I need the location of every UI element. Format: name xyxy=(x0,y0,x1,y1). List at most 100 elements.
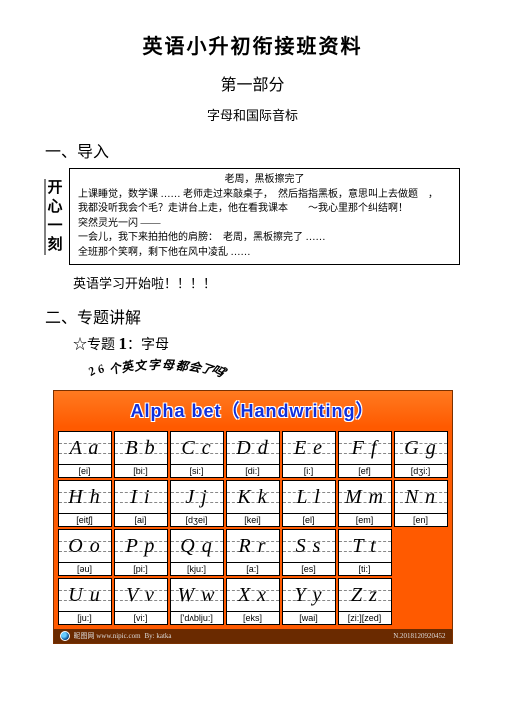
start-line: 英语学习开始啦！！！！ xyxy=(73,273,460,292)
alphabet-cell: D d[di:] xyxy=(226,431,280,478)
alphabet-cell: L l [el] xyxy=(282,480,336,527)
ipa-label: [kju:] xyxy=(170,563,224,576)
letter-glyph: O o xyxy=(68,535,100,558)
letter-glyph: G g xyxy=(404,437,436,460)
ipa-label: ['dʌblju:] xyxy=(170,612,224,625)
ipa-label: [si:] xyxy=(170,465,224,478)
ipa-label: [vi:] xyxy=(114,612,168,625)
letter-glyph: C c xyxy=(181,437,211,460)
letter-box: Y y xyxy=(282,578,336,612)
letter-glyph: Z z xyxy=(351,584,378,607)
topic-1-title: ☆专题 1：字母 xyxy=(73,334,460,354)
happy-moment-label: 开心一刻 xyxy=(45,168,63,265)
letter-box: M m xyxy=(338,480,392,514)
letter-box: C c xyxy=(170,431,224,465)
intro-row: 开心一刻 老周，黑板擦完了 上课睡觉，数学课 …… 老师走过来敲桌子， 然后指指… xyxy=(45,168,460,265)
footer-mid-text: By: katka xyxy=(145,632,172,640)
alphabet-cell: Q q [kju:] xyxy=(170,529,224,576)
topic-number: 1 xyxy=(119,334,128,353)
doc-title: 英语小升初衔接班资料 xyxy=(45,30,460,59)
letter-box: W w xyxy=(170,578,224,612)
letter-glyph: U u xyxy=(68,584,100,607)
alphabet-cell: E e[i:] xyxy=(282,431,336,478)
letter-glyph: H h xyxy=(68,486,100,509)
alphabet-cell: R r[a:] xyxy=(226,529,280,576)
ipa-label: [eks] xyxy=(226,612,280,625)
arc-char: 文 xyxy=(133,356,147,375)
letter-box: Q q xyxy=(170,529,224,563)
letter-box: E e xyxy=(282,431,336,465)
ipa-label: [dʒi:] xyxy=(394,465,448,478)
joke-line-0: 老周，黑板擦完了 xyxy=(78,173,451,188)
letter-box: Z z xyxy=(338,578,392,612)
alphabet-cell: P p[pi:] xyxy=(114,529,168,576)
letter-glyph: R r xyxy=(239,535,267,558)
footer-left-text: 昵图网 www.nipic.com xyxy=(74,631,141,641)
letter-box: B b xyxy=(114,431,168,465)
doc-subsub: 字母和国际音标 xyxy=(45,105,460,124)
arc-char: 字 xyxy=(148,356,161,374)
ipa-label: [el] xyxy=(282,514,336,527)
alphabet-cell: W w['dʌblju:] xyxy=(170,578,224,625)
joke-line-4: 一会儿，我下来拍拍他的肩膀： 老周，黑板擦完了 …… xyxy=(78,231,451,246)
letter-glyph: Q q xyxy=(180,535,212,558)
ipa-label: [dʒei] xyxy=(170,514,224,527)
ipa-label: [əu] xyxy=(58,563,112,576)
chart-header: Alpha bet（Handwriting） xyxy=(54,391,452,427)
ipa-label: [di:] xyxy=(226,465,280,478)
letter-glyph: L l xyxy=(296,486,320,509)
topic-prefix: ☆专题 xyxy=(73,338,115,353)
joke-box: 老周，黑板擦完了 上课睡觉，数学课 …… 老师走过来敲桌子， 然后指指黑板，意思… xyxy=(69,168,460,265)
ipa-label: [eitʃ] xyxy=(58,514,112,527)
letter-glyph: M m xyxy=(345,486,384,509)
letter-box: D d xyxy=(226,431,280,465)
ipa-label: [en] xyxy=(394,514,448,527)
alphabet-cell: H h [eitʃ] xyxy=(58,480,112,527)
ipa-label: [ei] xyxy=(58,465,112,478)
doc-subtitle: 第一部分 xyxy=(45,71,460,95)
letter-box: K k xyxy=(226,480,280,514)
letter-box: S s xyxy=(282,529,336,563)
letter-glyph: A a xyxy=(70,437,100,460)
letter-glyph: J j xyxy=(185,486,207,509)
chart-footer: 昵图网 www.nipic.com By: katka N.2018120920… xyxy=(54,629,452,643)
alphabet-cell: M m [em] xyxy=(338,480,392,527)
joke-line-2: 我都没听我会个毛？走讲台上走，他在看我课本 ～我心里那个纠结啊！ xyxy=(78,202,451,217)
alphabet-chart: Alpha bet（Handwriting） A a [ei]B b[bi:] C … xyxy=(53,390,453,644)
alphabet-cell: F f[ef] xyxy=(338,431,392,478)
alphabet-cell: I i [ai] xyxy=(114,480,168,527)
letter-box: T t xyxy=(338,529,392,563)
arc-question-text: 26个英文字母都会了吗? xyxy=(85,362,460,388)
nipic-logo-icon xyxy=(60,631,70,641)
letter-box: R r xyxy=(226,529,280,563)
letter-box: P p xyxy=(114,529,168,563)
alphabet-cell: S s[es] xyxy=(282,529,336,576)
letter-box: N n xyxy=(394,480,448,514)
ipa-label: [zi:][zed] xyxy=(338,612,392,625)
letter-glyph: T t xyxy=(352,535,376,558)
letter-glyph: B b xyxy=(125,437,155,460)
arc-char: 母 xyxy=(162,356,175,374)
ipa-label: [pi:] xyxy=(114,563,168,576)
letter-glyph: I i xyxy=(130,486,150,509)
alphabet-cell: Y y[wai] xyxy=(282,578,336,625)
letter-box: I i xyxy=(114,480,168,514)
ipa-label: [wai] xyxy=(282,612,336,625)
alphabet-cell: K k[kei] xyxy=(226,480,280,527)
section-2-heading: 二、专题讲解 xyxy=(45,304,460,328)
letter-box: H h xyxy=(58,480,112,514)
alphabet-cell: X x[eks] xyxy=(226,578,280,625)
joke-line-1: 上课睡觉，数学课 …… 老师走过来敲桌子， 然后指指黑板，意思叫上去做题 ， xyxy=(78,188,451,203)
letter-box: V v xyxy=(114,578,168,612)
alphabet-cell: J j [dʒei] xyxy=(170,480,224,527)
ipa-label: [em] xyxy=(338,514,392,527)
section-1-heading: 一、导入 xyxy=(45,138,460,162)
ipa-label: [es] xyxy=(282,563,336,576)
alphabet-cell: U u[ju:] xyxy=(58,578,112,625)
letter-box: G g xyxy=(394,431,448,465)
ipa-label: [i:] xyxy=(282,465,336,478)
ipa-label: [ai] xyxy=(114,514,168,527)
letter-glyph: K k xyxy=(237,486,267,509)
letter-box: X x xyxy=(226,578,280,612)
alphabet-cell: B b[bi:] xyxy=(114,431,168,478)
